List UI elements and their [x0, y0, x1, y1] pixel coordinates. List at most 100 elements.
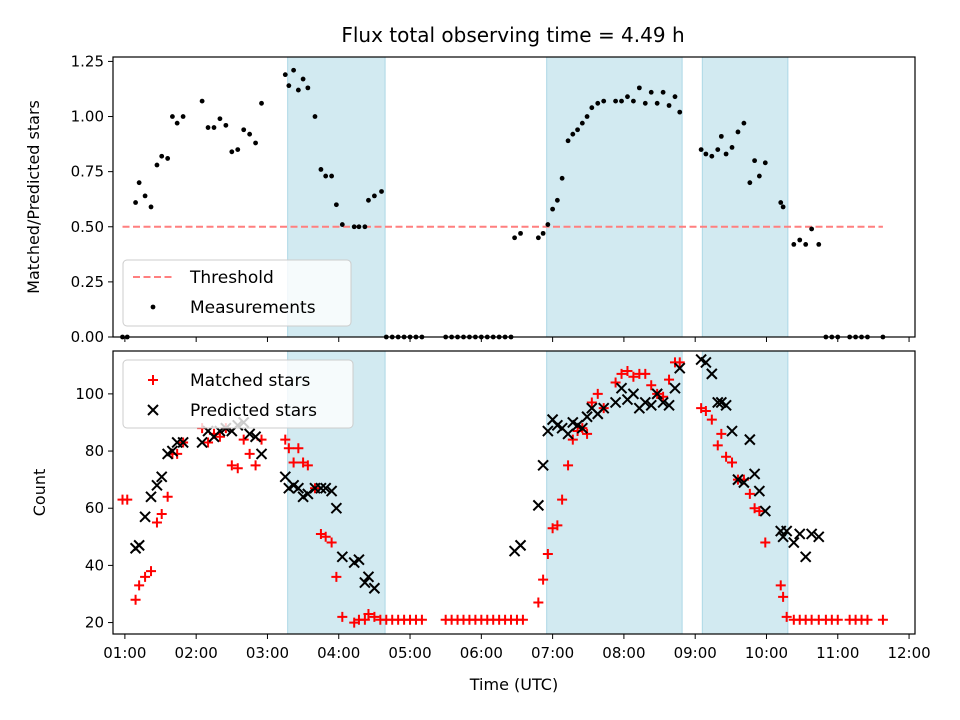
x-tick-label: 07:00 — [531, 644, 574, 662]
measurement-point — [223, 122, 229, 128]
measurement-point — [165, 156, 171, 161]
predicted-star-point — [657, 396, 669, 409]
matched-star-point — [616, 368, 627, 379]
x-tick-label: 08:00 — [602, 644, 645, 662]
predicted-star-point — [759, 505, 772, 517]
matched-star-point — [122, 494, 133, 505]
measurement-point — [286, 83, 292, 89]
top-y-tick-label: 1.25 — [71, 52, 104, 70]
matched-star-point — [280, 434, 291, 445]
measurement-point — [241, 127, 247, 133]
predicted-star-point — [706, 368, 718, 380]
x-axis-label: Time (UTC) — [469, 675, 558, 694]
matched-star-point — [226, 460, 237, 471]
matched-star-point — [832, 614, 843, 625]
measurement-point — [709, 153, 715, 159]
measurement-point — [595, 100, 601, 106]
top-y-axis-label: Matched/Predicted stars — [24, 100, 43, 294]
top-y-tick-label: 0.25 — [71, 273, 104, 291]
measurement-point — [747, 180, 753, 186]
matched-star-point — [760, 537, 771, 548]
bottom-y-tick-label: 40 — [85, 556, 104, 574]
chart-title: Flux total observing time = 4.49 h — [341, 23, 684, 47]
predicted-star-point — [315, 482, 327, 494]
matched-star-point — [778, 591, 789, 602]
measurement-point — [666, 103, 672, 108]
matched-star-point — [628, 371, 639, 382]
measurement-point — [180, 114, 186, 119]
predicted-star-point — [362, 571, 375, 583]
matched-star-point — [156, 508, 167, 519]
matched-star-point — [134, 580, 145, 591]
measurement-point — [601, 98, 607, 104]
x-tick-label: 10:00 — [745, 644, 788, 662]
predicted-star-point — [777, 531, 789, 543]
legend-label-threshold: Threshold — [189, 268, 274, 288]
matched-star-point — [646, 380, 657, 391]
bottom-legend: Matched stars Predicted stars — [122, 359, 354, 429]
bottom-y-axis-label: Count — [30, 469, 49, 517]
bottom-y-tick-label: 80 — [85, 442, 104, 460]
matched-star-point — [172, 448, 183, 459]
predicted-star-point — [712, 396, 724, 409]
measurement-point — [235, 147, 241, 152]
predicted-star-point — [542, 425, 554, 437]
predicted-star-point — [615, 382, 628, 394]
observing-interval-band — [701, 350, 789, 635]
measurement-point — [339, 222, 345, 227]
measurement-point — [318, 167, 324, 172]
measurement-point — [809, 226, 815, 232]
measurement-point — [545, 222, 551, 227]
measurement-point — [133, 200, 138, 205]
measurement-point — [159, 153, 165, 159]
matched-star-point — [214, 431, 225, 442]
top-x-ticks — [124, 337, 910, 342]
measurement-point — [559, 175, 565, 181]
measurement-point — [579, 120, 585, 126]
measurement-point — [154, 162, 160, 168]
matched-star-point — [700, 406, 711, 417]
measurement-point — [253, 140, 258, 146]
measurement-point — [174, 120, 180, 126]
legend-label-predicted: Predicted stars — [190, 401, 317, 421]
predicted-star-point — [639, 396, 651, 409]
predicted-star-point — [336, 551, 349, 563]
predicted-star-point — [353, 553, 365, 566]
matched-star-point — [775, 580, 786, 591]
matched-star-point — [326, 537, 337, 548]
measurement-point — [729, 144, 735, 150]
measurement-point — [170, 114, 175, 119]
measurement-point — [259, 100, 264, 106]
predicted-star-point — [651, 388, 663, 400]
legend-measurements-swatch — [150, 304, 156, 310]
measurement-point — [715, 147, 721, 152]
top-legend: Threshold Measurements — [122, 259, 352, 327]
measurement-point — [672, 94, 678, 100]
matched-star-point — [664, 374, 675, 385]
matched-star-point — [727, 457, 738, 468]
matched-star-point — [754, 506, 765, 517]
matched-star-point — [130, 594, 141, 605]
matched-star-point — [203, 437, 214, 448]
measurement-point — [148, 204, 154, 210]
predicted-star-point — [674, 362, 686, 374]
legend-box — [122, 359, 354, 429]
measurement-point — [723, 151, 729, 157]
measurement-point — [229, 149, 235, 155]
x-tick-label: 12:00 — [887, 644, 930, 662]
predicted-star-point — [720, 399, 732, 412]
x-tick-label: 01:00 — [103, 644, 146, 662]
measurement-point — [636, 85, 642, 91]
predicted-star-point — [645, 399, 657, 412]
measurement-point — [778, 200, 784, 205]
predicted-star-point — [368, 582, 381, 594]
measurement-point — [780, 204, 786, 210]
measurement-point — [362, 224, 368, 230]
measurement-point — [247, 131, 253, 137]
predicted-star-point — [669, 382, 681, 394]
measurement-point — [142, 193, 148, 199]
predicted-star-point — [243, 428, 256, 440]
x-tick-label: 02:00 — [175, 644, 218, 662]
measurement-point — [550, 206, 556, 212]
measurement-point — [741, 120, 747, 126]
